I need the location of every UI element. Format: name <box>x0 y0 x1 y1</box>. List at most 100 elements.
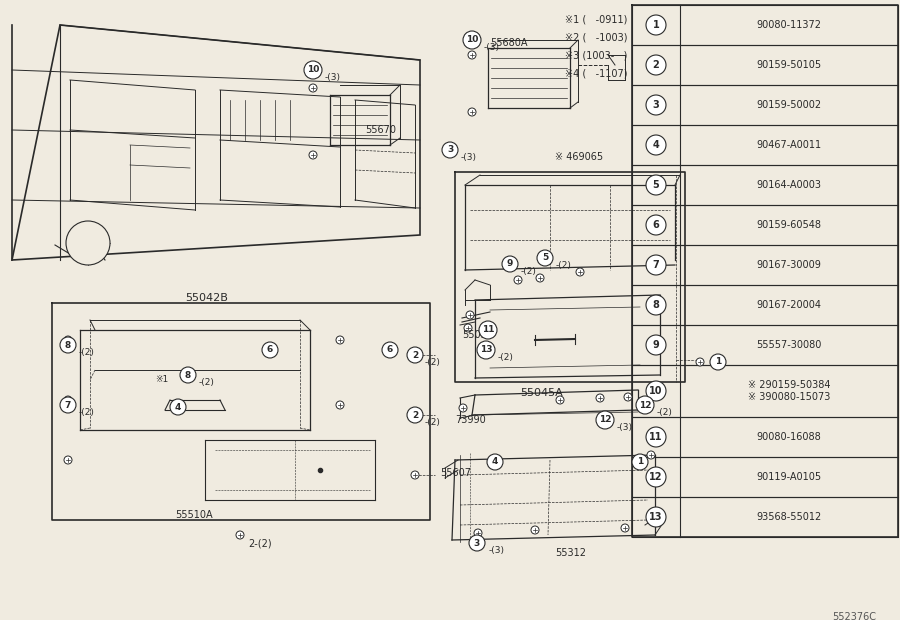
Circle shape <box>531 526 539 534</box>
Text: 90164-A0003: 90164-A0003 <box>757 180 822 190</box>
Circle shape <box>596 394 604 402</box>
Circle shape <box>411 351 419 359</box>
Circle shape <box>236 531 244 539</box>
Circle shape <box>262 342 278 358</box>
Circle shape <box>479 321 497 339</box>
Text: 90080-16088: 90080-16088 <box>757 432 822 442</box>
Circle shape <box>466 311 474 319</box>
Text: 552376C: 552376C <box>832 612 876 620</box>
Text: -(2): -(2) <box>657 408 673 417</box>
Circle shape <box>502 256 518 272</box>
Text: ※2 (   -1003): ※2 ( -1003) <box>565 33 627 43</box>
Text: 2: 2 <box>412 410 418 420</box>
Circle shape <box>64 456 72 464</box>
Circle shape <box>646 427 666 447</box>
Text: -(2): -(2) <box>498 353 514 362</box>
Text: 90167-30009: 90167-30009 <box>757 260 822 270</box>
Text: 90159-50105: 90159-50105 <box>756 60 822 70</box>
Circle shape <box>621 524 629 532</box>
Circle shape <box>536 274 544 282</box>
Circle shape <box>309 151 317 159</box>
Text: 2: 2 <box>412 350 418 360</box>
Circle shape <box>170 399 186 415</box>
Circle shape <box>468 51 476 59</box>
Text: 90080-11372: 90080-11372 <box>757 20 822 30</box>
Circle shape <box>304 61 322 79</box>
Text: 90467-A0011: 90467-A0011 <box>756 140 822 150</box>
Circle shape <box>514 276 522 284</box>
Circle shape <box>487 454 503 470</box>
Text: 5: 5 <box>652 180 660 190</box>
Circle shape <box>646 255 666 275</box>
Circle shape <box>646 95 666 115</box>
Text: -(3): -(3) <box>617 423 633 432</box>
Text: -(2): -(2) <box>521 267 537 276</box>
Circle shape <box>309 84 317 92</box>
Circle shape <box>646 381 666 401</box>
Circle shape <box>474 529 482 537</box>
Text: 10: 10 <box>466 35 478 45</box>
Text: 90159-60548: 90159-60548 <box>757 220 822 230</box>
Circle shape <box>336 401 344 409</box>
Text: 4: 4 <box>491 458 499 466</box>
Circle shape <box>646 507 666 527</box>
Text: 10: 10 <box>649 386 662 396</box>
Text: 11: 11 <box>482 326 494 335</box>
Circle shape <box>66 221 110 265</box>
Circle shape <box>64 396 72 404</box>
Text: 55045A: 55045A <box>520 388 562 398</box>
Circle shape <box>556 396 564 404</box>
Text: 11: 11 <box>649 432 662 442</box>
Text: 1: 1 <box>637 458 643 466</box>
Text: 55557-30080: 55557-30080 <box>756 340 822 350</box>
Text: 90159-50002: 90159-50002 <box>756 100 822 110</box>
Circle shape <box>60 337 76 353</box>
Text: ※3 (1003-   ): ※3 (1003- ) <box>565 51 627 61</box>
Text: 4: 4 <box>652 140 660 150</box>
Text: 55607: 55607 <box>440 468 471 478</box>
Text: ※ 290159-50384
※ 390080-15073: ※ 290159-50384 ※ 390080-15073 <box>748 380 830 402</box>
Text: 90119-A0105: 90119-A0105 <box>756 472 822 482</box>
Text: 73990: 73990 <box>455 415 486 425</box>
Circle shape <box>596 411 614 429</box>
Text: 6: 6 <box>652 220 660 230</box>
Text: 13: 13 <box>649 512 662 522</box>
Text: 3: 3 <box>652 100 660 110</box>
Circle shape <box>646 15 666 35</box>
Circle shape <box>463 31 481 49</box>
Text: 2: 2 <box>652 60 660 70</box>
Circle shape <box>469 535 485 551</box>
Text: ※4 (   -1107): ※4 ( -1107) <box>565 69 627 79</box>
Text: 13: 13 <box>480 345 492 355</box>
Text: 10: 10 <box>307 66 320 74</box>
Circle shape <box>442 142 458 158</box>
Text: 8: 8 <box>652 300 660 310</box>
Circle shape <box>411 411 419 419</box>
Text: 9: 9 <box>507 260 513 268</box>
Text: -(2): -(2) <box>425 418 441 427</box>
Circle shape <box>646 215 666 235</box>
Circle shape <box>64 336 72 344</box>
Text: 3: 3 <box>447 146 453 154</box>
Circle shape <box>411 471 419 479</box>
Text: 55042B: 55042B <box>185 293 228 303</box>
Text: 2-(2): 2-(2) <box>248 538 272 548</box>
Circle shape <box>60 397 76 413</box>
Text: 6: 6 <box>267 345 273 355</box>
Text: 90167-20004: 90167-20004 <box>757 300 822 310</box>
Text: -(3): -(3) <box>489 546 505 555</box>
Circle shape <box>696 358 704 366</box>
Circle shape <box>537 250 553 266</box>
Text: -(3): -(3) <box>484 43 500 52</box>
Text: 9: 9 <box>652 340 660 350</box>
Text: -(2): -(2) <box>79 408 94 417</box>
Circle shape <box>646 55 666 75</box>
Text: 4: 4 <box>175 402 181 412</box>
Text: ※1: ※1 <box>155 375 168 384</box>
Circle shape <box>464 324 472 332</box>
Circle shape <box>407 407 423 423</box>
Text: 12: 12 <box>639 401 652 409</box>
Text: 6: 6 <box>387 345 393 355</box>
Text: 55670: 55670 <box>365 125 396 135</box>
Text: 55680A: 55680A <box>490 38 527 48</box>
